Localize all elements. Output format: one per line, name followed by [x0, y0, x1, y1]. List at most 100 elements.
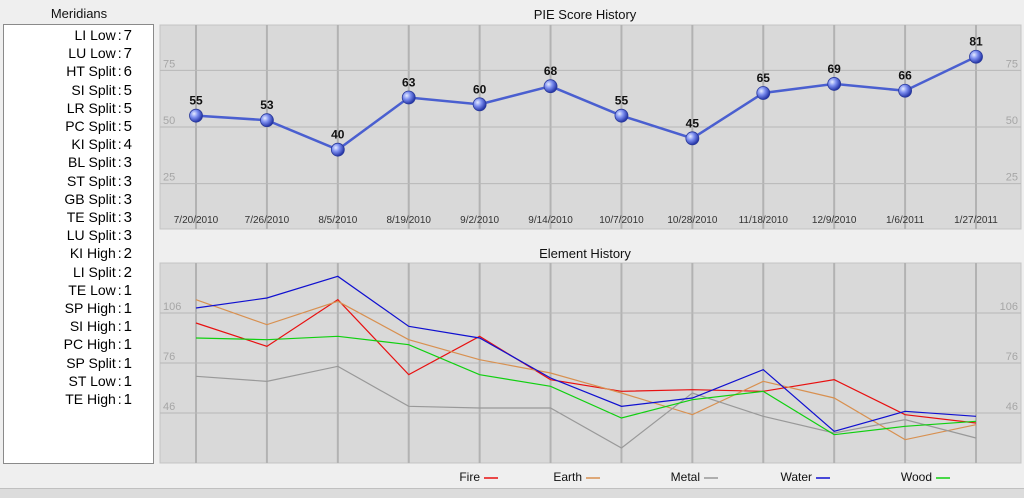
meridian-value: 2 — [123, 263, 132, 281]
meridian-separator: : — [117, 118, 122, 134]
meridian-row[interactable]: BL Split:3 — [4, 153, 132, 172]
pie-score-point — [969, 49, 983, 64]
meridian-value: 2 — [123, 245, 132, 263]
meridian-value: 4 — [123, 136, 132, 154]
meridian-separator: : — [117, 172, 122, 189]
meridian-name: KI High — [69, 245, 116, 262]
meridian-row[interactable]: SI Split:5 — [4, 81, 132, 100]
meridian-value: 1 — [123, 300, 132, 317]
meridian-row[interactable]: PC Split:5 — [4, 117, 132, 136]
legend-label-wood: Wood — [901, 470, 932, 484]
meridian-separator: : — [117, 281, 122, 298]
meridian-value: 7 — [123, 27, 132, 44]
pie-score-data-label: 40 — [331, 128, 345, 142]
meridian-separator: : — [117, 372, 122, 389]
x-tick-label: 7/26/2010 — [245, 215, 290, 226]
meridian-value: 3 — [123, 227, 132, 245]
meridian-row[interactable]: LI Split:2 — [4, 263, 132, 282]
meridian-separator: : — [117, 209, 122, 225]
x-tick-label: 10/28/2010 — [667, 215, 717, 226]
pie-score-point — [260, 113, 274, 128]
y-tick-label-left: 46 — [163, 401, 175, 413]
meridian-value: 3 — [123, 154, 132, 172]
meridian-row[interactable]: LU Split:3 — [4, 226, 132, 245]
series-line-metal — [195, 365, 977, 449]
meridian-name: GB Split — [64, 190, 116, 207]
meridian-row[interactable]: SI High:1 — [4, 317, 132, 336]
meridian-separator: : — [117, 227, 122, 244]
meridian-name: SP High — [64, 300, 116, 316]
pie-score-data-label: 60 — [473, 82, 487, 96]
meridian-separator: : — [117, 81, 122, 98]
meridian-value: 1 — [123, 354, 132, 372]
meridian-name: TE High — [65, 391, 116, 407]
y-tick-label-left: 25 — [163, 172, 175, 184]
meridian-row[interactable]: HT Split:6 — [4, 62, 132, 81]
element-chart-title: Element History — [539, 246, 631, 261]
x-tick-label: 1/27/2011 — [954, 215, 998, 226]
meridian-name: TE Low — [68, 281, 116, 298]
pie-score-point — [827, 77, 842, 91]
meridian-name: LR Split — [66, 99, 116, 116]
charts-area: PIE Score History 25 25 50 50 75 75 55 53 40 63 60 6… — [159, 7, 1022, 484]
pie-score-point — [189, 108, 203, 123]
meridian-separator: : — [117, 391, 122, 407]
meridian-row[interactable]: TE Low:1 — [4, 281, 132, 300]
meridian-separator: : — [117, 336, 122, 353]
y-tick-label-left: 50 — [163, 115, 175, 127]
meridian-value: 1 — [123, 318, 132, 336]
meridians-list[interactable]: LI Low:7 LU Low:7 HT Split:6 SI Split:5 LR S… — [3, 24, 154, 464]
meridian-row[interactable]: TE Split:3 — [4, 208, 132, 227]
meridian-row[interactable]: PC High:1 — [4, 335, 132, 354]
x-tick-label: 9/14/2010 — [528, 215, 573, 226]
meridian-value: 1 — [123, 281, 132, 299]
meridian-row[interactable]: SP Split:1 — [4, 354, 132, 373]
meridian-value: 1 — [123, 391, 132, 408]
y-tick-label-right: 46 — [1006, 401, 1018, 413]
pie-score-data-label: 66 — [898, 69, 912, 83]
series-line-wood — [195, 335, 977, 436]
x-tick-label: 1/6/2011 — [886, 215, 925, 226]
meridian-name: PC Split — [65, 118, 116, 134]
meridian-row[interactable]: LU Low:7 — [4, 44, 132, 63]
meridian-name: KI Split — [71, 136, 116, 153]
legend-label-earth: Earth — [553, 470, 582, 484]
meridian-name: HT Split — [66, 63, 116, 80]
meridian-value: 5 — [123, 99, 132, 117]
meridian-separator: : — [117, 154, 122, 171]
pie-score-point — [543, 79, 558, 94]
meridian-value: 3 — [123, 172, 132, 190]
meridian-value: 5 — [123, 118, 132, 135]
series-line-earth — [195, 299, 977, 441]
y-tick-label-right: 76 — [1006, 351, 1018, 363]
pie-score-data-label: 45 — [686, 116, 700, 130]
meridian-row[interactable]: LR Split:5 — [4, 99, 132, 118]
status-bar — [0, 488, 1024, 498]
pie-score-data-label: 69 — [828, 62, 842, 76]
meridian-separator: : — [117, 190, 122, 207]
legend-label-metal: Metal — [671, 470, 700, 484]
y-tick-label-right: 106 — [1000, 301, 1018, 313]
legend-label-water: Water — [780, 470, 812, 484]
series-line-water — [195, 275, 977, 432]
meridian-separator: : — [117, 99, 122, 116]
meridian-row[interactable]: TE High:1 — [4, 390, 132, 409]
x-tick-label: 9/2/2010 — [460, 215, 499, 226]
meridian-separator: : — [117, 45, 122, 62]
meridian-row[interactable]: SP High:1 — [4, 299, 132, 318]
meridian-row[interactable]: KI High:2 — [4, 244, 132, 263]
meridian-row[interactable]: KI Split:4 — [4, 135, 132, 154]
meridian-value: 6 — [123, 63, 132, 81]
meridian-value: 7 — [123, 45, 132, 63]
x-tick-label: 7/20/2010 — [174, 215, 219, 226]
meridian-row[interactable]: GB Split:3 — [4, 190, 132, 209]
meridian-row[interactable]: ST Low:1 — [4, 372, 132, 391]
pie-score-data-label: 68 — [544, 64, 558, 78]
meridian-row[interactable]: ST Split:3 — [4, 172, 132, 191]
pie-score-point — [898, 83, 912, 98]
meridian-name: SI High — [69, 318, 116, 335]
pie-score-data-label: 53 — [260, 98, 274, 112]
meridian-row[interactable]: LI Low:7 — [4, 26, 132, 45]
meridian-name: ST Low — [68, 372, 116, 389]
x-tick-label: 10/7/2010 — [599, 215, 644, 226]
